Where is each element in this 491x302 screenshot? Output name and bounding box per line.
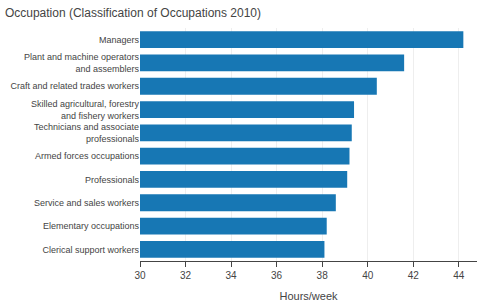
svg-text:Elementary occupations: Elementary occupations bbox=[43, 221, 140, 231]
svg-text:44: 44 bbox=[453, 270, 465, 281]
svg-text:32: 32 bbox=[180, 270, 192, 281]
svg-text:34: 34 bbox=[226, 270, 238, 281]
svg-text:Craft and related trades worke: Craft and related trades workers bbox=[10, 81, 139, 91]
svg-text:40: 40 bbox=[362, 270, 374, 281]
svg-text:38: 38 bbox=[317, 270, 329, 281]
svg-text:Service and sales workers: Service and sales workers bbox=[34, 198, 140, 208]
svg-text:30: 30 bbox=[134, 270, 146, 281]
svg-text:Hours/week: Hours/week bbox=[279, 290, 338, 302]
svg-text:42: 42 bbox=[408, 270, 420, 281]
svg-text:Skilled agricultural, forestry: Skilled agricultural, forestryand fisher… bbox=[31, 99, 140, 121]
svg-text:Armed forces occupations: Armed forces occupations bbox=[35, 151, 140, 161]
svg-text:36: 36 bbox=[271, 270, 283, 281]
svg-text:Technicians and associateprofe: Technicians and associateprofessionals bbox=[34, 122, 140, 144]
svg-text:Clerical support workers: Clerical support workers bbox=[42, 245, 139, 255]
svg-text:Plant and machine operatorsand: Plant and machine operatorsand assembler… bbox=[24, 52, 140, 74]
svg-text:Occupation (Classification of: Occupation (Classification of Occupation… bbox=[5, 6, 261, 20]
svg-text:Professionals: Professionals bbox=[85, 175, 140, 185]
svg-text:Managers: Managers bbox=[99, 35, 140, 45]
